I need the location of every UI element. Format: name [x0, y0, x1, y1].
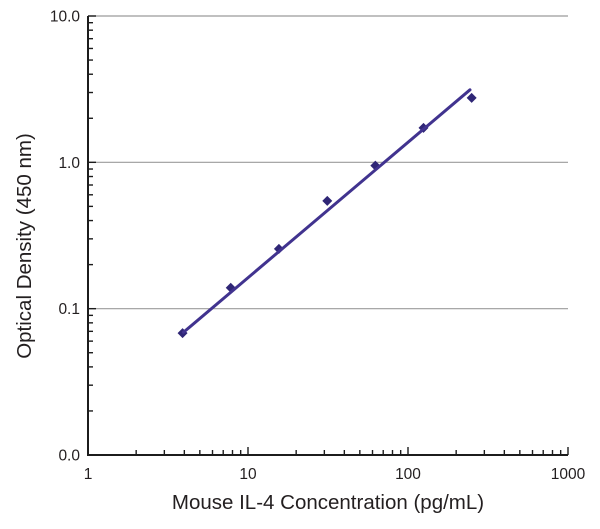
gridlines — [88, 15, 568, 310]
data-point-diamond — [466, 92, 477, 103]
y-tick-label: 0.0 — [58, 448, 80, 465]
y-tick-label: 0.1 — [58, 301, 80, 318]
fit-line — [181, 88, 472, 334]
y-axis-title: Optical Density (450 nm) — [13, 133, 36, 359]
x-axis-title: Mouse IL-4 Concentration (pg/mL) — [172, 491, 484, 514]
tick-marks — [88, 15, 569, 455]
y-tick-label: 10.0 — [50, 9, 81, 26]
axes — [87, 16, 568, 456]
data-point-diamond — [322, 195, 333, 206]
x-tick-label: 10 — [239, 466, 257, 483]
data-point-diamond — [273, 243, 284, 254]
x-tick-label: 1000 — [551, 466, 586, 483]
y-tick-label: 1.0 — [58, 155, 80, 172]
data-series — [177, 88, 477, 339]
tick-labels: 1 10 100 1000 10.0 1.0 0.1 0.0 — [50, 9, 586, 484]
axis-lines — [87, 16, 568, 456]
x-tick-label: 100 — [395, 466, 421, 483]
x-tick-label: 1 — [84, 466, 93, 483]
